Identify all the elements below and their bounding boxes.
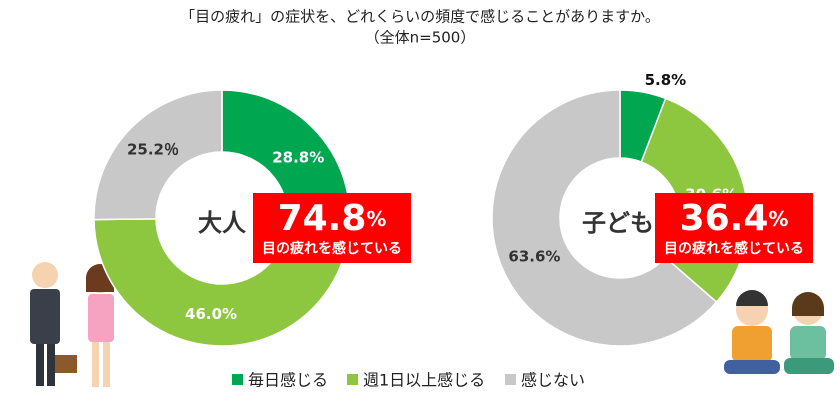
callout-box	[655, 193, 813, 263]
illustration-children	[724, 290, 834, 374]
legend-label: 感じない	[521, 371, 585, 390]
center-label: 子ども	[582, 209, 654, 237]
center-label: 大人	[198, 209, 246, 237]
data-label: 5.8%	[645, 71, 687, 89]
legend-swatch	[232, 374, 243, 385]
callout-unit: %	[768, 207, 788, 231]
callout-box	[253, 193, 411, 263]
pie-segment	[491, 89, 718, 347]
callout-value: 74.8%	[278, 198, 387, 239]
chart-title: 「目の疲れ」の症状を、どれくらいの頻度で感じることがありますか。	[180, 8, 660, 26]
legend-swatch	[505, 374, 516, 385]
data-label: 63.6%	[508, 247, 560, 265]
chart-subtitle: （全体n=500）	[365, 29, 476, 47]
pie-segment	[93, 89, 223, 221]
data-label: 28.8%	[272, 149, 324, 167]
legend-label: 週1日以上感じる	[363, 371, 485, 390]
legend-swatch	[347, 374, 358, 385]
callout-text: 目の疲れを感じている	[262, 240, 402, 257]
data-label: 46.0%	[185, 305, 237, 323]
data-label: 25.2％	[127, 140, 179, 158]
callout-value: 36.4%	[680, 198, 789, 239]
callout-number: 74.8	[278, 198, 367, 239]
legend-label: 毎日感じる	[248, 371, 328, 390]
illustration-adults	[30, 262, 114, 387]
callout-unit: %	[366, 207, 386, 231]
callout-text: 目の疲れを感じている	[664, 240, 804, 257]
callout-number: 36.4	[680, 198, 769, 239]
